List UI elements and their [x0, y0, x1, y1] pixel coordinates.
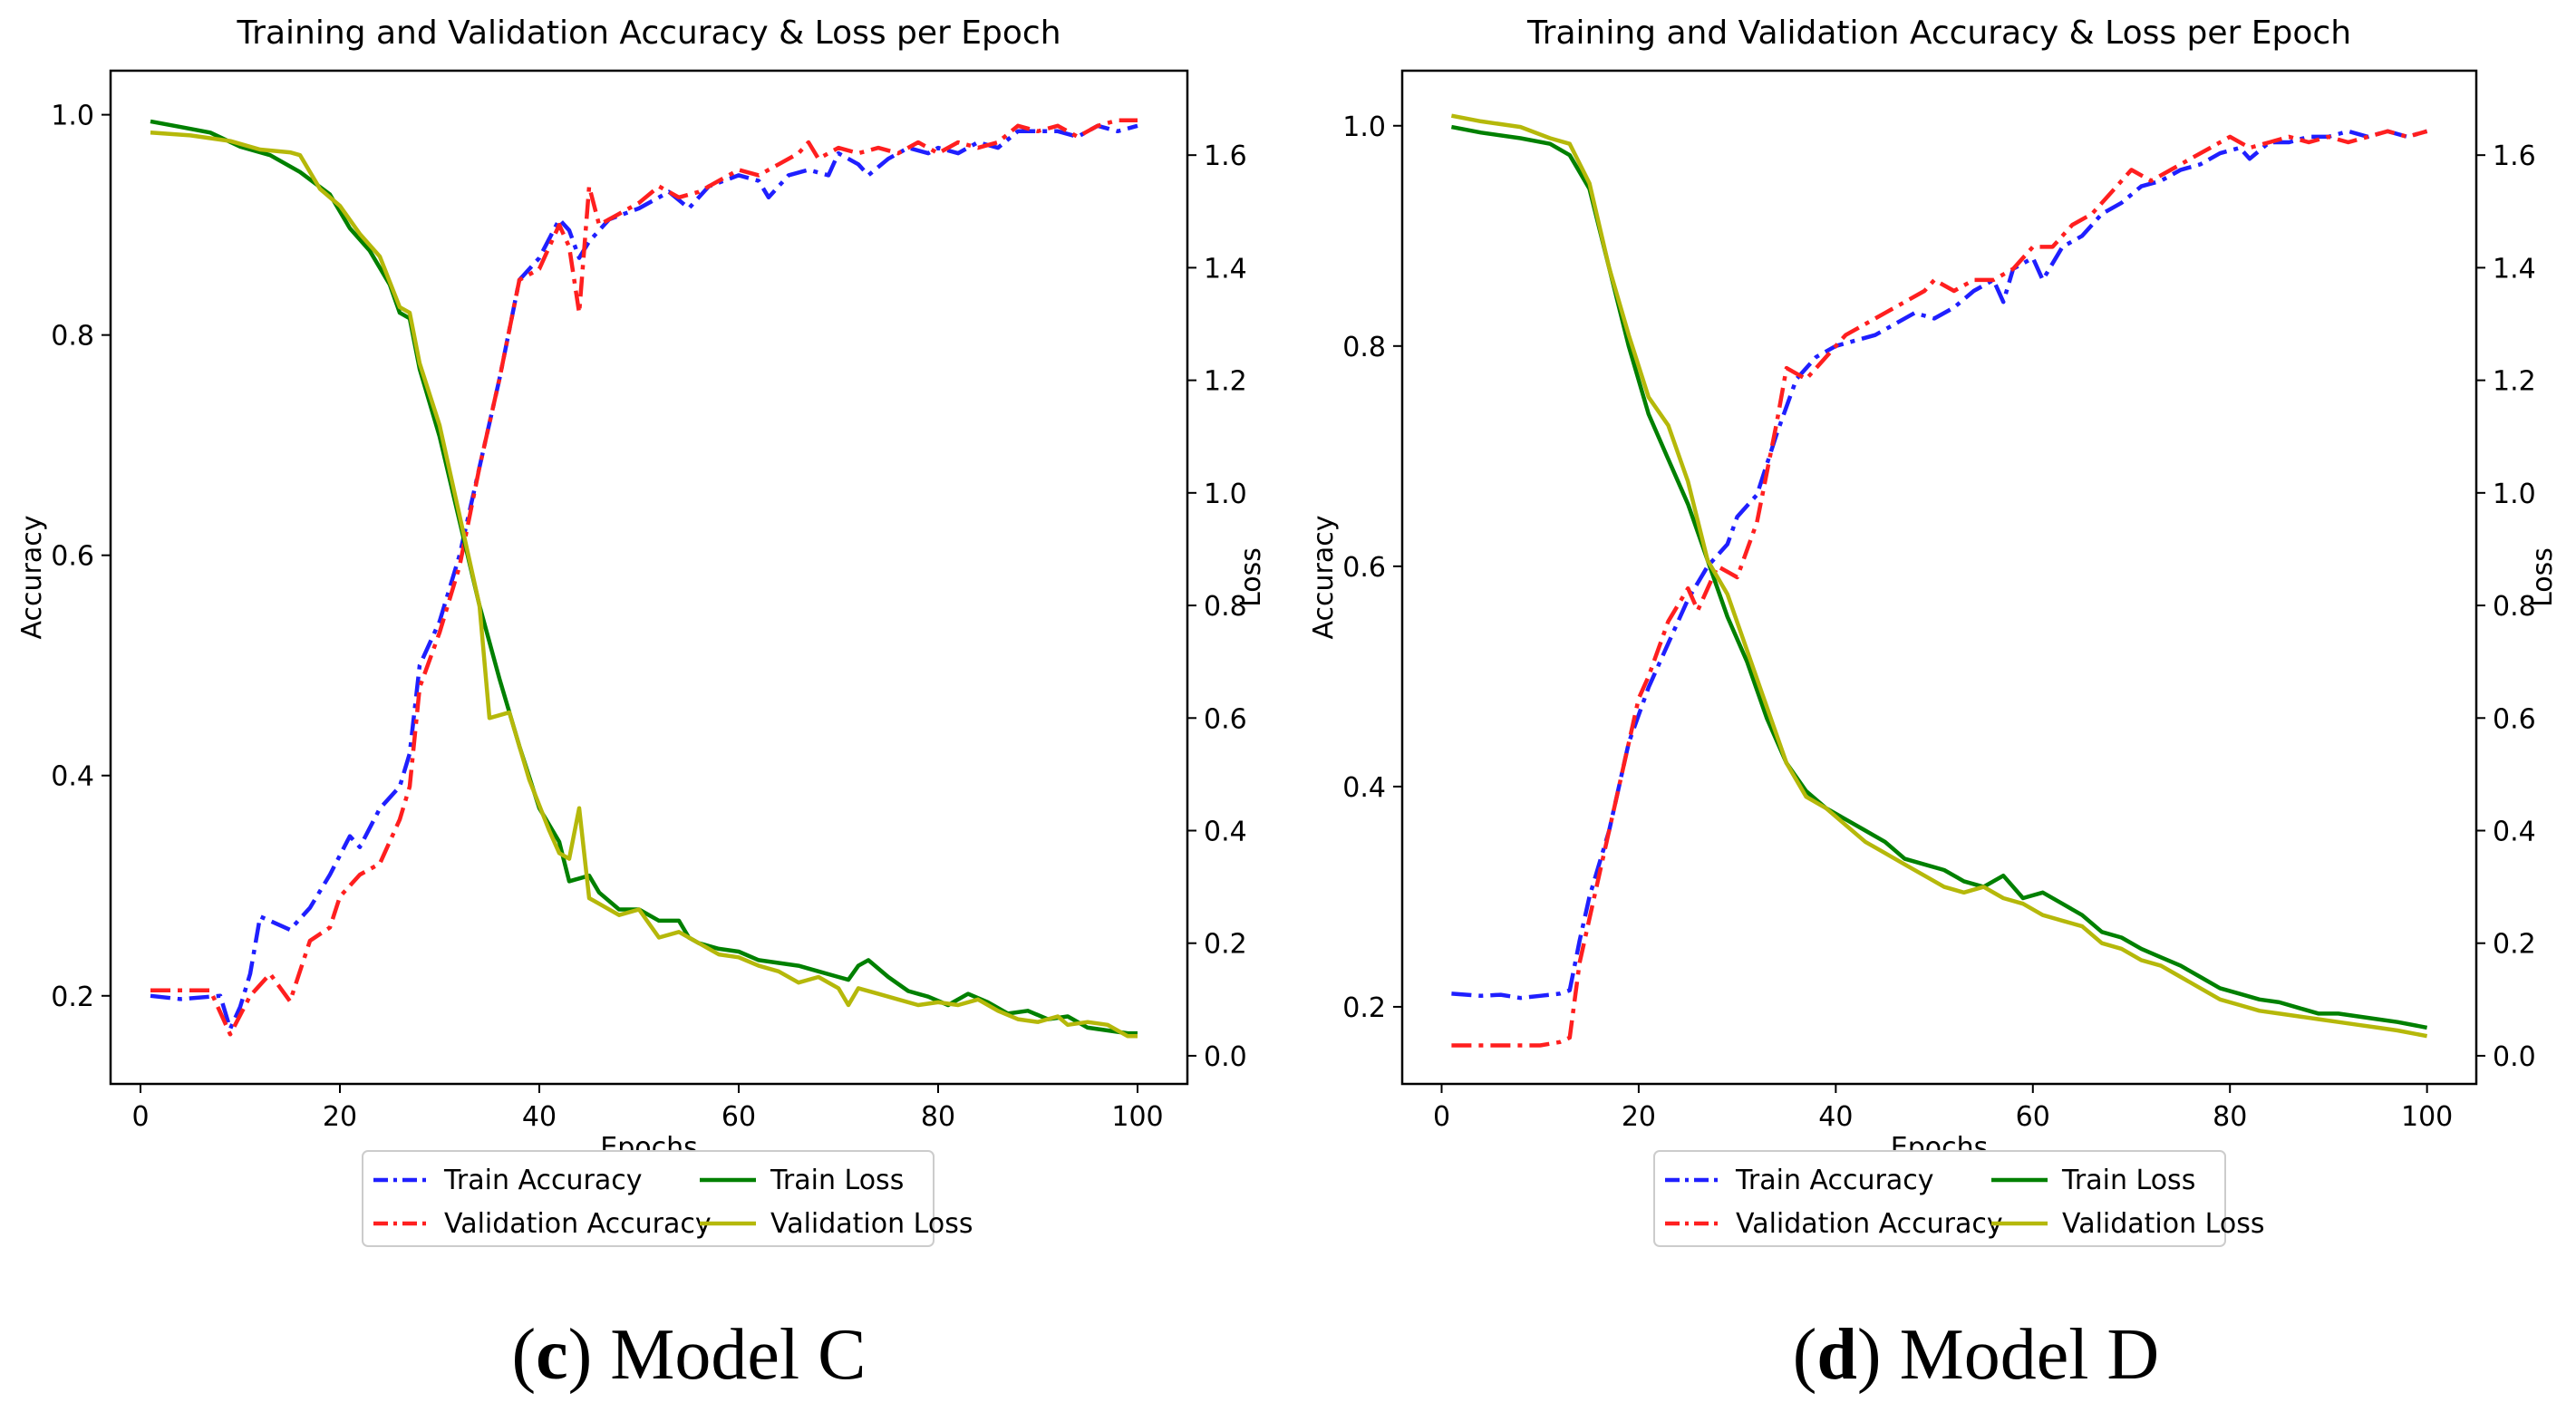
x-tick-label: 80: [921, 1101, 955, 1133]
y2-tick-label: 0.8: [1204, 591, 1247, 623]
legend: Train Accuracy Validation Accuracy Train L…: [1653, 1150, 2264, 1247]
series-line-validation-loss: [1450, 113, 2428, 1039]
x-tick-label: 0: [1433, 1101, 1450, 1133]
x-tick-label: 100: [2401, 1101, 2453, 1133]
chart-model-d: Training and Validation Accuracy & Loss …: [1308, 15, 2559, 1247]
y2-tick-label: 0.6: [1204, 703, 1247, 735]
legend-label: Validation Accuracy: [1736, 1208, 2003, 1240]
series-line-validation-loss: [150, 131, 1138, 1039]
caption-letter-d: d: [1816, 1315, 1857, 1395]
y2-axis-label: Loss: [1235, 547, 1267, 607]
chart-title: Training and Validation Accuracy & Loss …: [1526, 15, 2351, 52]
series-line-validation-accuracy: [150, 118, 1138, 1037]
y-tick-label: 0.2: [51, 982, 94, 1013]
y-tick-label: 0.8: [51, 321, 94, 353]
legend-label: Train Loss: [2061, 1165, 2195, 1196]
caption-text-d: ) Model D: [1856, 1315, 2160, 1395]
y2-tick-label: 0.8: [2493, 591, 2536, 623]
series-line-train-accuracy: [150, 123, 1138, 1031]
plot-frame: [1400, 69, 2478, 1086]
y-tick-label: 0.4: [51, 761, 94, 793]
y-tick-label: 0.6: [51, 541, 94, 573]
y2-tick-label: 0.0: [2493, 1041, 2536, 1073]
y2-tick-label: 0.2: [1204, 929, 1247, 961]
y-axis-label: Accuracy: [16, 516, 48, 640]
series-line-train-accuracy: [1451, 129, 2428, 1001]
y-tick-label: 0.8: [1342, 332, 1386, 363]
y2-tick-label: 0.4: [2493, 817, 2536, 848]
y2-tick-label: 1.0: [2493, 479, 2536, 510]
legend-box: [1653, 1150, 2226, 1247]
legend-label: Train Accuracy: [1735, 1165, 1933, 1196]
y2-tick-label: 0.6: [2493, 703, 2536, 735]
legend-label: Validation Loss: [2062, 1208, 2264, 1240]
chart-model-c: Training and Validation Accuracy & Loss …: [16, 15, 1267, 1247]
x-tick-label: 80: [2213, 1101, 2247, 1133]
chart-title: Training and Validation Accuracy & Loss …: [236, 15, 1060, 52]
x-tick-label: 20: [323, 1101, 357, 1133]
y-tick-label: 1.0: [1342, 111, 1386, 143]
caption-model-c: (c) Model C: [511, 1315, 867, 1395]
x-tick-label: 20: [1622, 1101, 1656, 1133]
y-axis-label: Accuracy: [1308, 516, 1340, 640]
plot-frame: [109, 69, 1189, 1086]
caption-model-d: (d) Model D: [1792, 1315, 2160, 1395]
y2-tick-label: 1.6: [2493, 140, 2536, 172]
series-line-train-loss: [1450, 124, 2428, 1030]
y2-tick-label: 1.4: [2493, 253, 2536, 285]
y2-tick-label: 0.0: [1204, 1041, 1247, 1073]
y2-tick-label: 0.2: [2493, 929, 2536, 961]
legend-label: Validation Loss: [770, 1208, 973, 1240]
x-tick-label: 100: [1111, 1101, 1163, 1133]
y-tick-label: 0.2: [1342, 992, 1386, 1024]
legend-label: Validation Accuracy: [444, 1208, 712, 1240]
legend-box: [362, 1150, 935, 1247]
x-tick-label: 60: [721, 1101, 756, 1133]
y2-tick-label: 1.2: [1204, 366, 1247, 398]
series-line-train-loss: [150, 119, 1138, 1036]
caption-text-c: ) Model C: [567, 1315, 867, 1395]
caption-letter-c: c: [536, 1315, 568, 1395]
y-tick-label: 0.6: [1342, 552, 1386, 584]
x-tick-label: 40: [1818, 1101, 1853, 1133]
y2-tick-label: 1.2: [2493, 366, 2536, 398]
y2-axis-label: Loss: [2527, 547, 2559, 607]
y2-tick-label: 1.4: [1204, 253, 1247, 285]
series-line-validation-accuracy: [1451, 129, 2428, 1048]
y2-tick-label: 1.0: [1204, 479, 1247, 510]
y-tick-label: 0.4: [1342, 772, 1386, 804]
legend-label: Train Loss: [770, 1165, 904, 1196]
y2-tick-label: 1.6: [1204, 140, 1247, 172]
charts-canvas: Training and Validation Accuracy & Loss …: [16, 15, 2559, 1247]
legend-label: Train Accuracy: [443, 1165, 642, 1196]
y2-tick-label: 0.4: [1204, 817, 1247, 848]
y-tick-label: 1.0: [51, 101, 94, 132]
legend: Train Accuracy Validation Accuracy Train L…: [362, 1150, 973, 1247]
x-tick-label: 60: [2016, 1101, 2050, 1133]
x-tick-label: 0: [131, 1101, 149, 1133]
x-tick-label: 40: [522, 1101, 557, 1133]
